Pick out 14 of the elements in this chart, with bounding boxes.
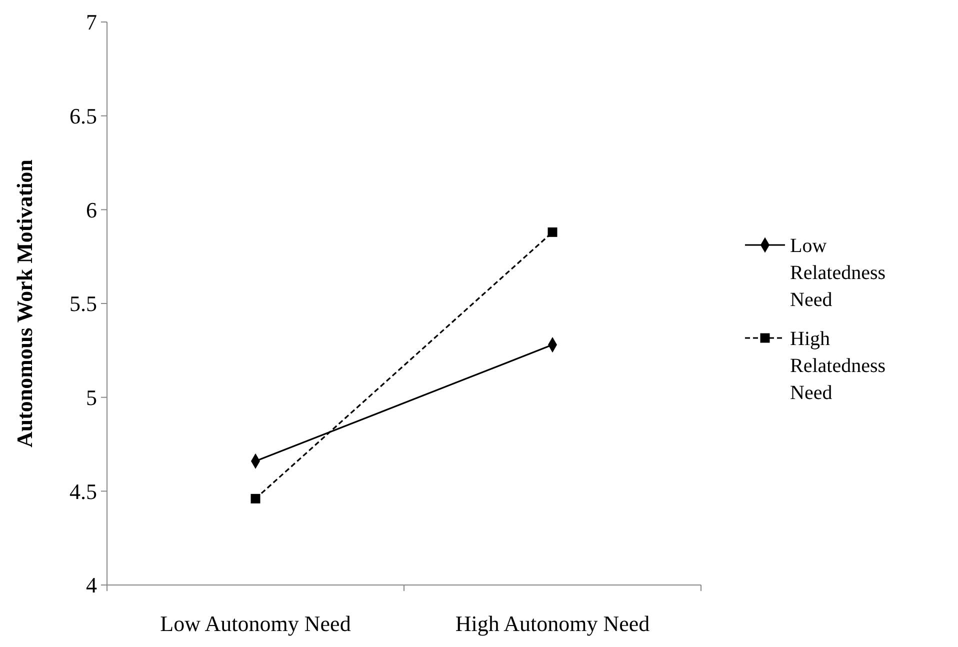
y-tick-label: 7 xyxy=(86,10,97,35)
legend-label: Low Relatedness Need xyxy=(790,235,886,311)
y-tick-label: 5 xyxy=(86,385,97,410)
x-tick-label: High Autonomy Need xyxy=(455,611,650,636)
y-tick-label: 4 xyxy=(86,572,97,598)
point xyxy=(548,227,558,237)
y-tick-label: 6 xyxy=(86,197,97,222)
x-tick-label: Low Autonomy Need xyxy=(160,611,351,636)
y-tick-label: 4.5 xyxy=(70,478,97,504)
y-tick-label: 5.5 xyxy=(70,291,97,316)
y-tick-label: 6.5 xyxy=(70,104,97,129)
point xyxy=(250,494,260,504)
legend-label: High Relatedness Need xyxy=(790,328,886,404)
y-axis-title: Autonomous Work Motivation xyxy=(12,159,37,448)
